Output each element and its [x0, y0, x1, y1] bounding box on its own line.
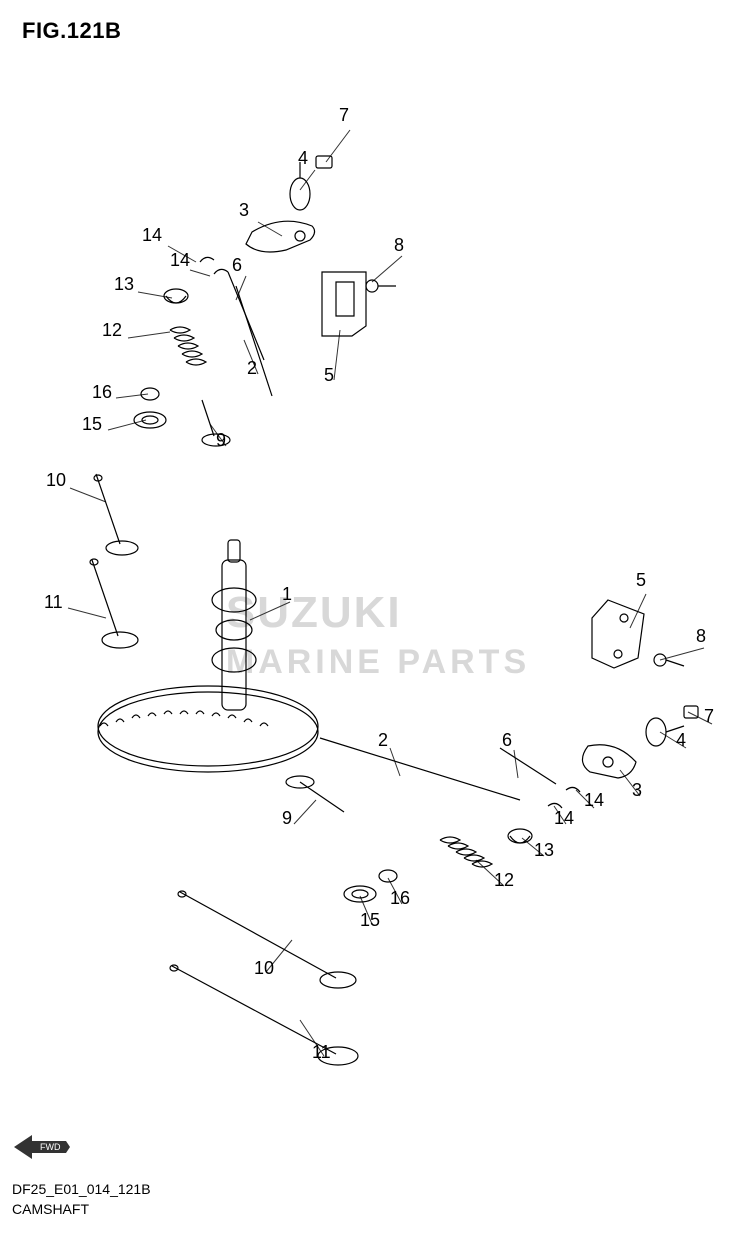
callout-10: 10	[254, 958, 274, 979]
callout-8: 8	[394, 235, 404, 256]
leader-line	[70, 488, 106, 502]
leader-line	[514, 750, 518, 778]
leader-line	[190, 270, 210, 276]
callout-6: 6	[232, 255, 242, 276]
callout-7: 7	[339, 105, 349, 126]
callout-3: 3	[239, 200, 249, 221]
callout-9: 9	[216, 430, 226, 451]
callout-14: 14	[170, 250, 190, 271]
callout-2: 2	[247, 358, 257, 379]
callout-10: 10	[46, 470, 66, 491]
callout-14: 14	[554, 808, 574, 829]
callout-11: 11	[44, 592, 63, 613]
callout-15: 15	[82, 414, 102, 435]
leader-line	[660, 648, 704, 660]
callout-5: 5	[324, 365, 334, 386]
leader-line	[128, 332, 170, 338]
callout-16: 16	[92, 382, 112, 403]
leader-line	[68, 608, 106, 618]
callout-12: 12	[494, 870, 514, 891]
callout-5: 5	[636, 570, 646, 591]
leader-line	[372, 256, 402, 282]
leader-line	[630, 594, 646, 628]
leader-line	[108, 420, 146, 430]
callout-7: 7	[704, 706, 714, 727]
callout-12: 12	[102, 320, 122, 341]
callout-13: 13	[114, 274, 134, 295]
leader-line	[300, 170, 315, 190]
callout-14: 14	[142, 225, 162, 246]
fwd-arrow-icon: FWD	[14, 1133, 70, 1161]
callout-16: 16	[390, 888, 410, 909]
callout-14: 14	[584, 790, 604, 811]
callout-15: 15	[360, 910, 380, 931]
leader-line	[326, 130, 350, 162]
callout-8: 8	[696, 626, 706, 647]
callout-4: 4	[676, 730, 686, 751]
callout-11: 11	[312, 1042, 331, 1063]
callout-13: 13	[534, 840, 554, 861]
callout-9: 9	[282, 808, 292, 829]
callout-4: 4	[298, 148, 308, 169]
fwd-label: FWD	[40, 1142, 61, 1152]
callout-2: 2	[378, 730, 388, 751]
footer-code: DF25_E01_014_121B	[12, 1181, 151, 1197]
callout-1: 1	[282, 584, 292, 605]
exploded-diagram	[0, 0, 756, 1237]
leader-line	[334, 330, 340, 380]
leader-line	[294, 800, 316, 824]
callout-3: 3	[632, 780, 642, 801]
footer-name: CAMSHAFT	[12, 1201, 89, 1217]
callout-6: 6	[502, 730, 512, 751]
